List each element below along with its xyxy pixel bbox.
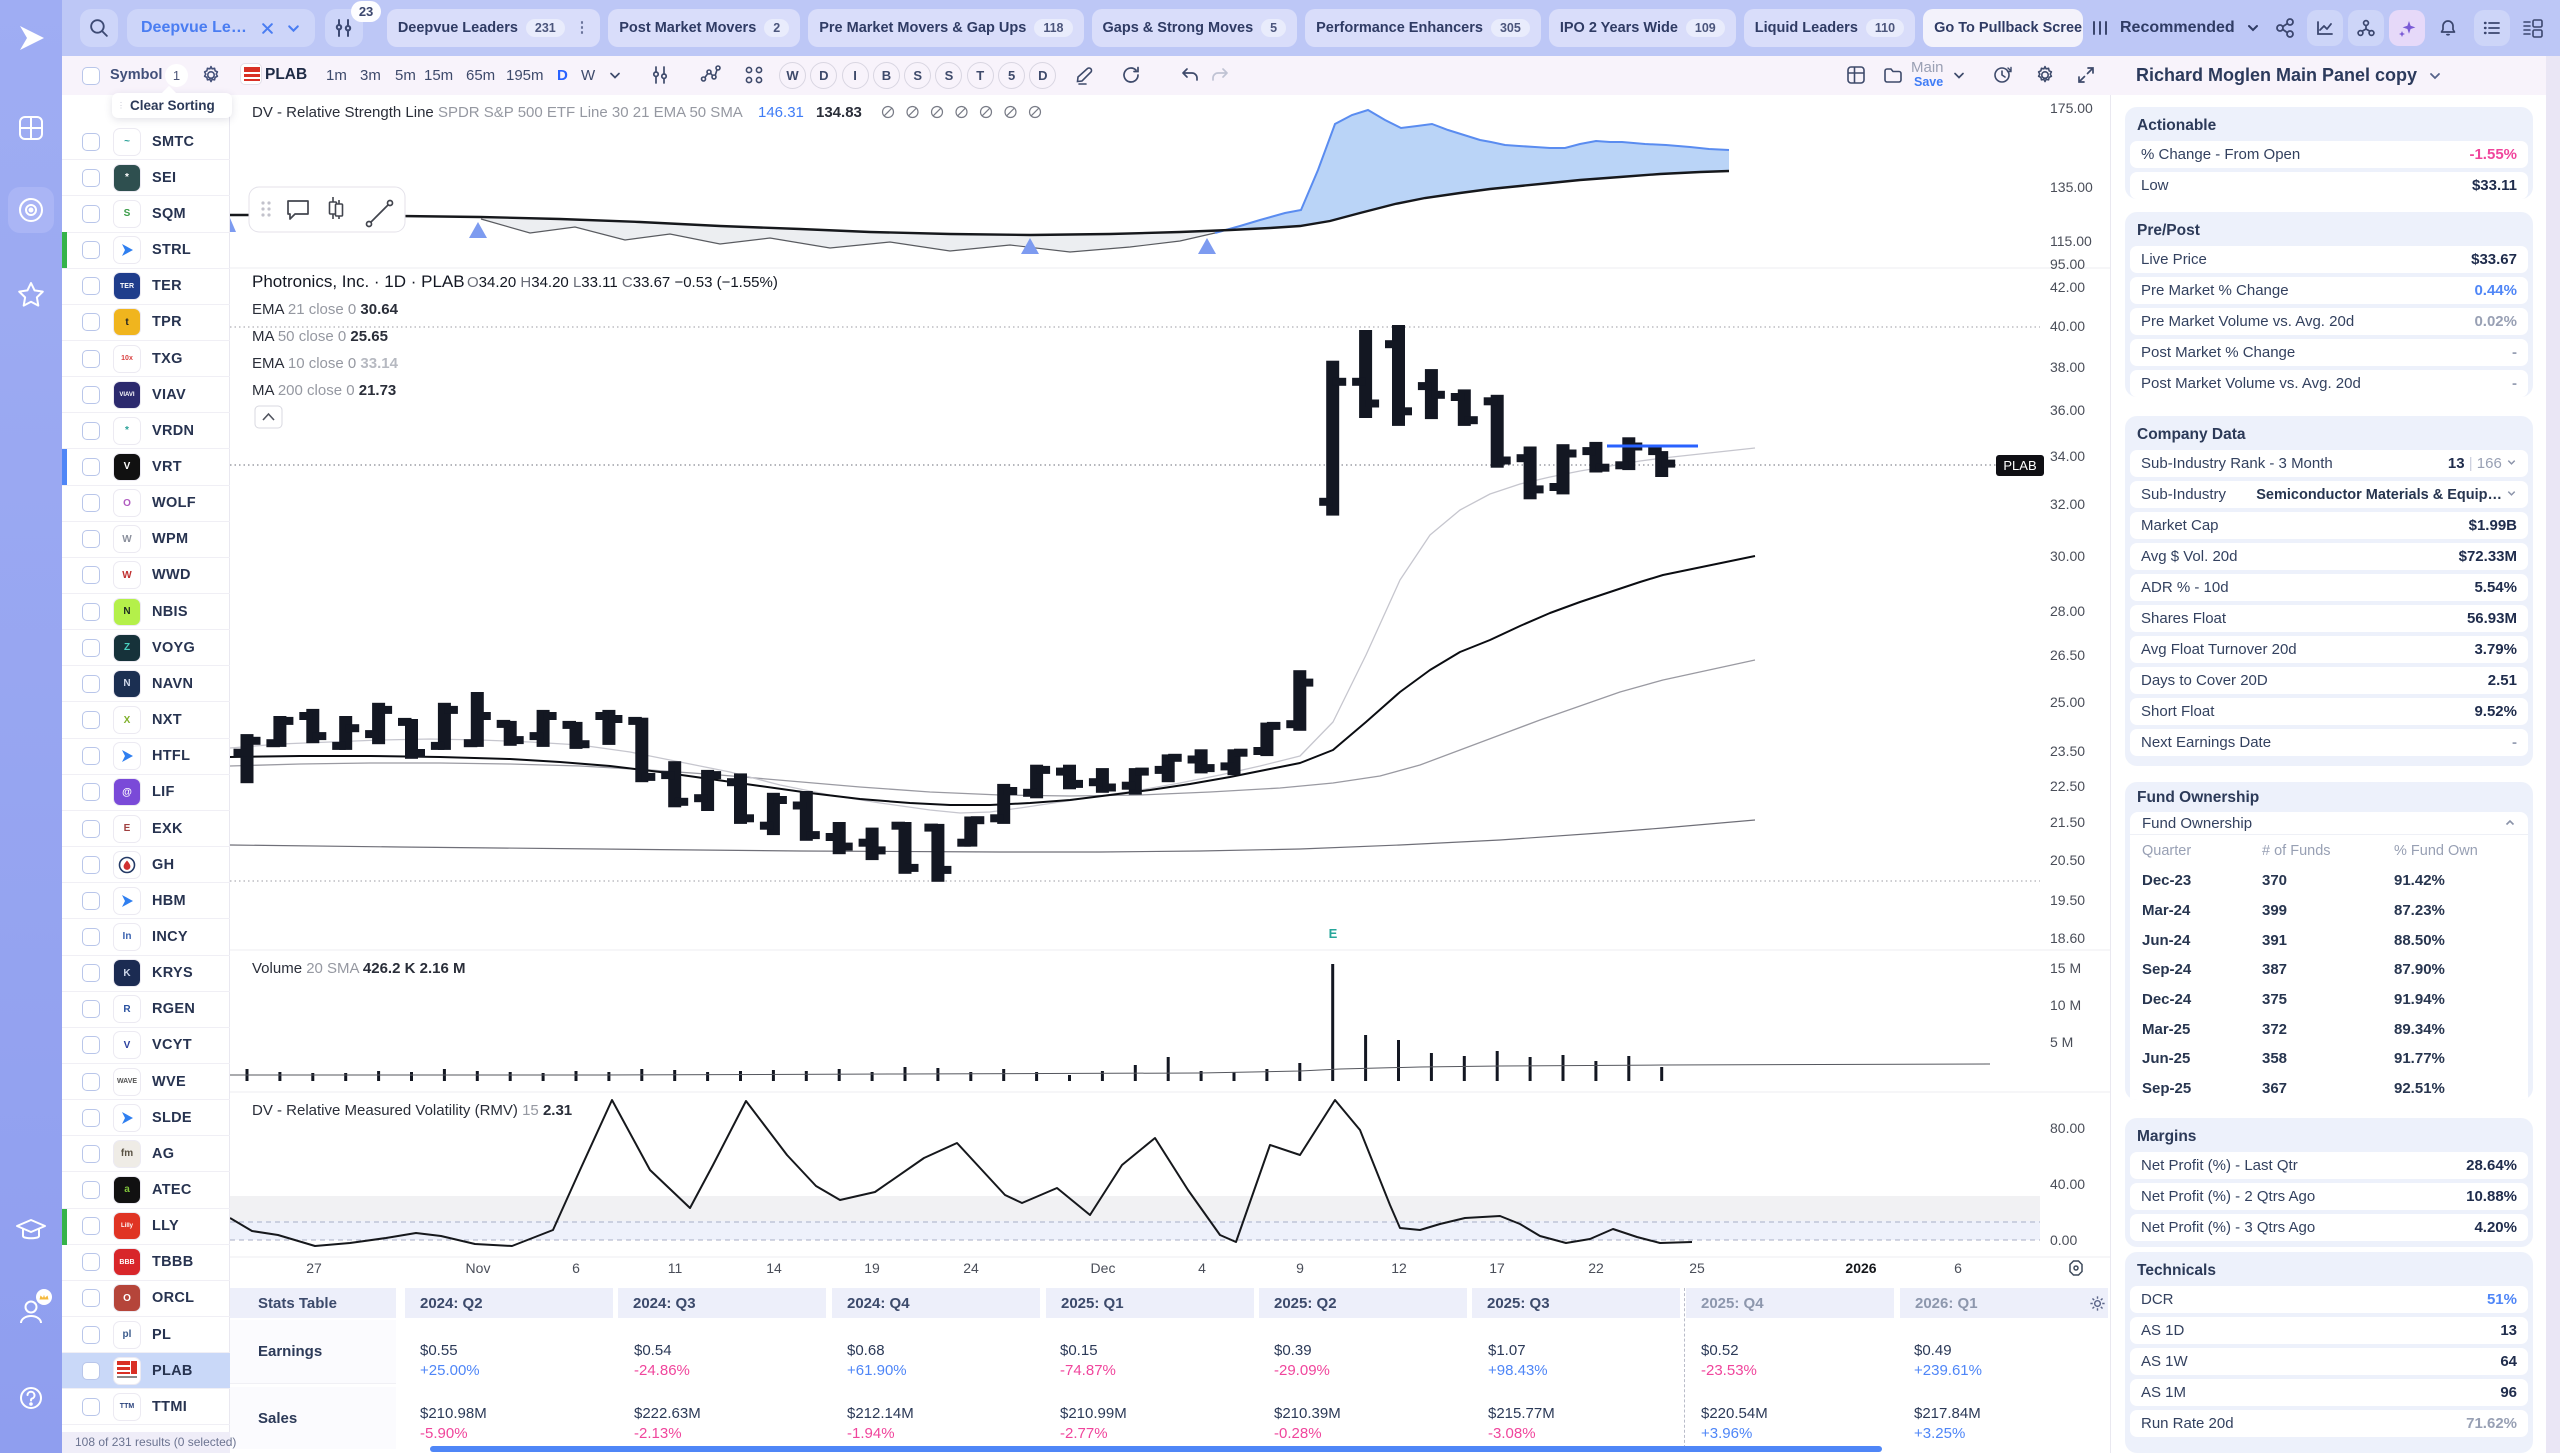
svg-text:28.00: 28.00 bbox=[2050, 603, 2085, 619]
svg-text:MA 200 close 0 21.73: MA 200 close 0 21.73 bbox=[252, 382, 396, 399]
svg-text:15 M: 15 M bbox=[2050, 960, 2081, 976]
svg-text:12: 12 bbox=[1391, 1260, 1407, 1276]
svg-text:9: 9 bbox=[1296, 1260, 1304, 1276]
svg-text:115.00: 115.00 bbox=[2050, 233, 2092, 249]
svg-text:26.50: 26.50 bbox=[2050, 647, 2085, 663]
svg-text:135.00: 135.00 bbox=[2050, 179, 2093, 195]
svg-text:17: 17 bbox=[1489, 1260, 1505, 1276]
svg-text:40.00: 40.00 bbox=[2050, 1176, 2085, 1192]
svg-text:19: 19 bbox=[864, 1260, 880, 1276]
svg-text:34.00: 34.00 bbox=[2050, 448, 2085, 464]
svg-text:42.00: 42.00 bbox=[2050, 279, 2085, 295]
svg-text:14: 14 bbox=[766, 1260, 782, 1276]
svg-text:23.50: 23.50 bbox=[2050, 743, 2085, 759]
svg-text:27: 27 bbox=[306, 1260, 322, 1276]
svg-text:5 M: 5 M bbox=[2050, 1034, 2073, 1050]
svg-text:32.00: 32.00 bbox=[2050, 496, 2085, 512]
svg-text:6: 6 bbox=[572, 1260, 580, 1276]
svg-text:Volume 20 SMA 426.2 K 2.16 M: Volume 20 SMA 426.2 K 2.16 M bbox=[252, 960, 465, 977]
svg-text:EMA 21 close 0 30.64: EMA 21 close 0 30.64 bbox=[252, 301, 399, 318]
svg-text:25: 25 bbox=[1689, 1260, 1705, 1276]
svg-text:21.50: 21.50 bbox=[2050, 814, 2085, 830]
svg-text:2026: 2026 bbox=[1845, 1260, 1876, 1276]
svg-text:6: 6 bbox=[1954, 1260, 1962, 1276]
svg-text:175.00: 175.00 bbox=[2050, 100, 2093, 116]
svg-text:25.00: 25.00 bbox=[2050, 694, 2085, 710]
svg-text:80.00: 80.00 bbox=[2050, 1120, 2085, 1136]
svg-text:40.00: 40.00 bbox=[2050, 318, 2085, 334]
svg-text:30.00: 30.00 bbox=[2050, 548, 2085, 564]
svg-text:EMA 10 close 0 33.14: EMA 10 close 0 33.14 bbox=[252, 355, 399, 372]
svg-text:4: 4 bbox=[1198, 1260, 1206, 1276]
svg-text:O34.20 H34.20 L33.11 C33.67 −0: O34.20 H34.20 L33.11 C33.67 −0.53 (−1.55… bbox=[467, 274, 778, 291]
svg-text:E: E bbox=[1329, 926, 1338, 941]
svg-text:0.00: 0.00 bbox=[2050, 1232, 2077, 1248]
svg-text:19.50: 19.50 bbox=[2050, 892, 2085, 908]
svg-text:Photronics, Inc. · 1D · PLAB: Photronics, Inc. · 1D · PLAB bbox=[252, 272, 465, 291]
svg-text:18.60: 18.60 bbox=[2050, 930, 2085, 946]
svg-text:11: 11 bbox=[668, 1260, 683, 1276]
svg-text:MA 50 close 0 25.65: MA 50 close 0 25.65 bbox=[252, 328, 388, 345]
svg-text:10 M: 10 M bbox=[2050, 997, 2081, 1013]
svg-text:DV - Relative Strength Line SP: DV - Relative Strength Line SPDR S&P 500… bbox=[252, 104, 862, 121]
svg-text:Dec: Dec bbox=[1091, 1260, 1116, 1276]
svg-text:22: 22 bbox=[1588, 1260, 1604, 1276]
svg-text:DV - Relative Measured Volatil: DV - Relative Measured Volatility (RMV) … bbox=[252, 1102, 572, 1119]
svg-text:22.50: 22.50 bbox=[2050, 778, 2085, 794]
svg-text:20.50: 20.50 bbox=[2050, 852, 2085, 868]
svg-text:24: 24 bbox=[963, 1260, 979, 1276]
svg-text:38.00: 38.00 bbox=[2050, 359, 2085, 375]
svg-text:36.00: 36.00 bbox=[2050, 402, 2085, 418]
svg-text:Nov: Nov bbox=[466, 1260, 491, 1276]
svg-text:95.00: 95.00 bbox=[2050, 256, 2085, 272]
svg-text:PLAB: PLAB bbox=[2003, 458, 2036, 473]
